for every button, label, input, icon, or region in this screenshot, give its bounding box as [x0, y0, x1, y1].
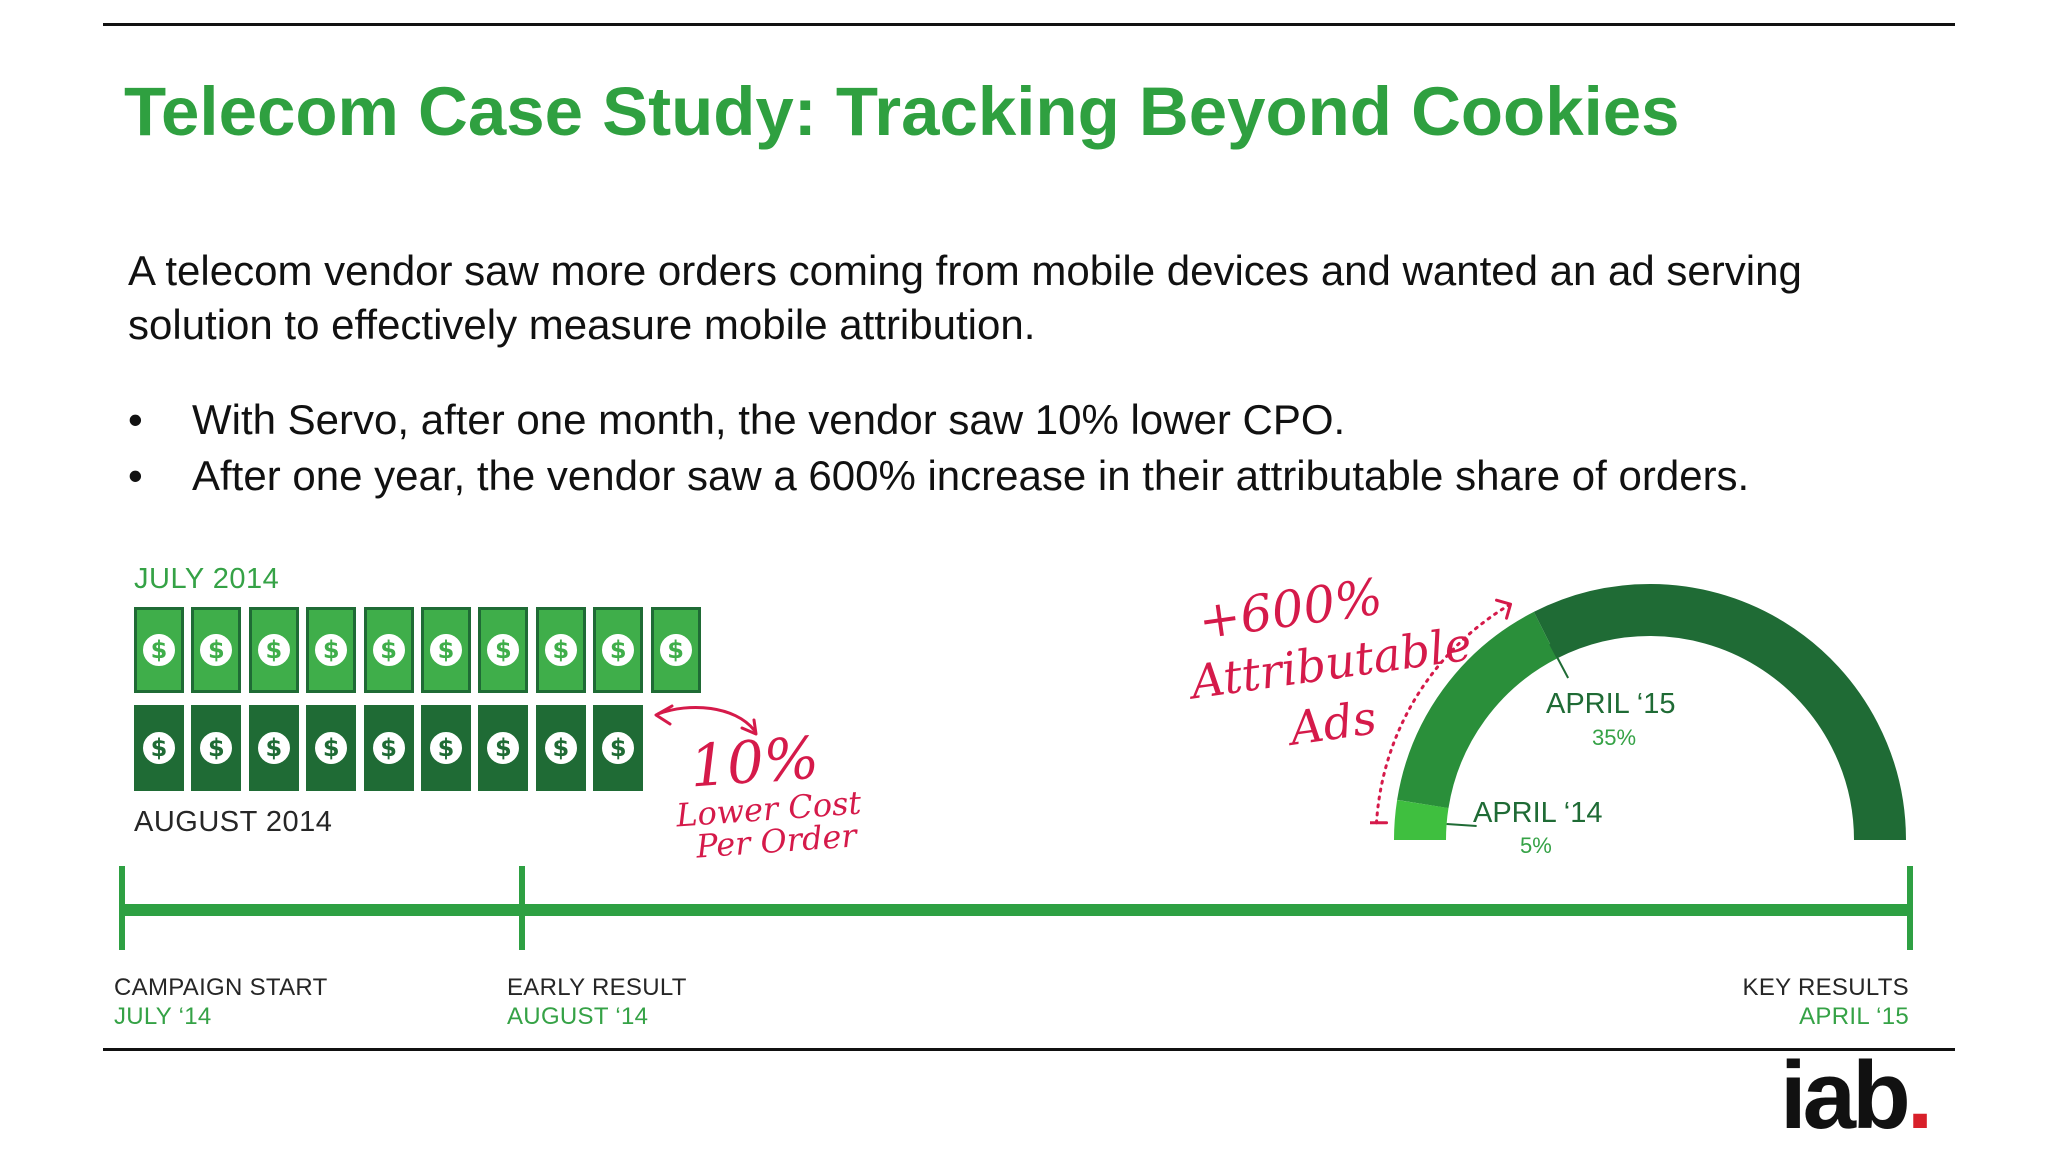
- dollar-bill-icon: $: [593, 607, 644, 693]
- bullet-item: With Servo, after one month, the vendor …: [128, 392, 1958, 448]
- dollar-coin-icon: $: [485, 632, 522, 668]
- gauge-low-value: 5%: [1520, 833, 1552, 858]
- dollar-coin-icon: $: [141, 730, 177, 766]
- gauge-low-label: APRIL ‘14: [1473, 797, 1603, 829]
- dollar-coin-icon: $: [141, 632, 177, 668]
- dollar-coin-icon: $: [198, 730, 235, 766]
- cost-arrow-icon: [654, 704, 758, 736]
- attribution-note-line3: Ads: [1286, 690, 1380, 756]
- dollar-bill-icon: $: [363, 705, 414, 791]
- dollar-coin-icon: $: [600, 730, 637, 766]
- iab-logo: iab.: [1780, 1046, 1960, 1146]
- dollar-bill-icon: $: [191, 607, 242, 693]
- top-divider: [103, 23, 1955, 26]
- dollar-coin-icon: $: [255, 632, 292, 668]
- intro-paragraph: A telecom vendor saw more orders coming …: [128, 247, 1802, 348]
- dollar-bill-icon: $: [650, 607, 701, 693]
- dollar-coin-icon: $: [428, 730, 464, 766]
- dollar-bill-icon: $: [421, 705, 471, 791]
- dollar-coin-icon: $: [198, 632, 235, 668]
- timeline-date-start: JULY ‘14: [114, 1003, 212, 1030]
- dollar-coin-icon: $: [542, 730, 579, 766]
- dollar-bill-icon: $: [306, 607, 357, 693]
- dollar-bill-icon: $: [134, 705, 184, 791]
- timeline-label-key: KEY RESULTS: [1742, 974, 1909, 1001]
- dollar-bill-icon: $: [363, 607, 414, 693]
- bullet-item: After one year, the vendor saw a 600% in…: [128, 448, 1958, 504]
- timeline-label-start: CAMPAIGN START: [114, 974, 328, 1001]
- dollar-bill-icon: $: [248, 705, 299, 791]
- dollar-bill-icon: $: [248, 607, 299, 693]
- gauge-arc-high: [1533, 584, 1906, 841]
- dollar-coin-icon: $: [313, 632, 350, 668]
- gauge-arrow-head-icon: [1495, 598, 1513, 620]
- timeline-tick-key: [1907, 866, 1913, 950]
- dollar-coin-icon: $: [428, 632, 464, 668]
- gauge-high-value: 35%: [1592, 725, 1637, 750]
- iab-logo-dot: .: [1906, 1042, 1934, 1149]
- july-2014-label: JULY 2014: [134, 563, 280, 595]
- timeline-bar: [120, 904, 1912, 916]
- dollar-bill-icon: $: [535, 705, 586, 791]
- dollar-bill-icon: $: [421, 607, 471, 693]
- gauge-high-label: APRIL ‘15: [1546, 688, 1676, 720]
- attribution-gauge: [1370, 584, 1906, 841]
- dollar-coin-icon: $: [657, 632, 694, 668]
- iab-logo-text: iab: [1780, 1042, 1911, 1149]
- dollar-bill-icon: $: [593, 705, 644, 791]
- gauge-arc-low: [1393, 799, 1449, 841]
- bullet-list: With Servo, after one month, the vendor …: [128, 392, 1958, 504]
- timeline-date-early: AUGUST ‘14: [507, 1003, 649, 1030]
- slide-title: Telecom Case Study: Tracking Beyond Cook…: [124, 73, 1680, 150]
- dollar-coin-icon: $: [255, 730, 292, 766]
- dollar-coin-icon: $: [542, 632, 579, 668]
- gauge-dotted-arrow-icon: [1375, 602, 1512, 825]
- bottom-divider: [103, 1048, 1955, 1051]
- dollar-coin-icon: $: [370, 632, 407, 668]
- dollar-coin-icon: $: [313, 730, 350, 766]
- dollar-bill-icon: $: [478, 705, 529, 791]
- gauge-tick-low: [1446, 822, 1477, 827]
- timeline-label-early: EARLY RESULT: [507, 974, 687, 1001]
- dollar-bill-icon: $: [191, 705, 242, 791]
- gauge-arc-mid: [1397, 611, 1558, 809]
- dollar-bill-icon: $: [478, 607, 529, 693]
- dollar-coin-icon: $: [370, 730, 407, 766]
- dollar-bill-icon: $: [134, 607, 184, 693]
- dollar-bill-icon: $: [535, 607, 586, 693]
- gauge-tick-high: [1549, 643, 1570, 679]
- dollar-coin-icon: $: [600, 632, 637, 668]
- dollar-bill-icon: $: [306, 705, 357, 791]
- august-2014-label: AUGUST 2014: [134, 806, 333, 838]
- timeline-tick-early: [519, 866, 525, 950]
- dollar-coin-icon: $: [485, 730, 522, 766]
- timeline-date-key: APRIL ‘15: [1799, 1003, 1909, 1030]
- timeline-tick-start: [119, 866, 125, 950]
